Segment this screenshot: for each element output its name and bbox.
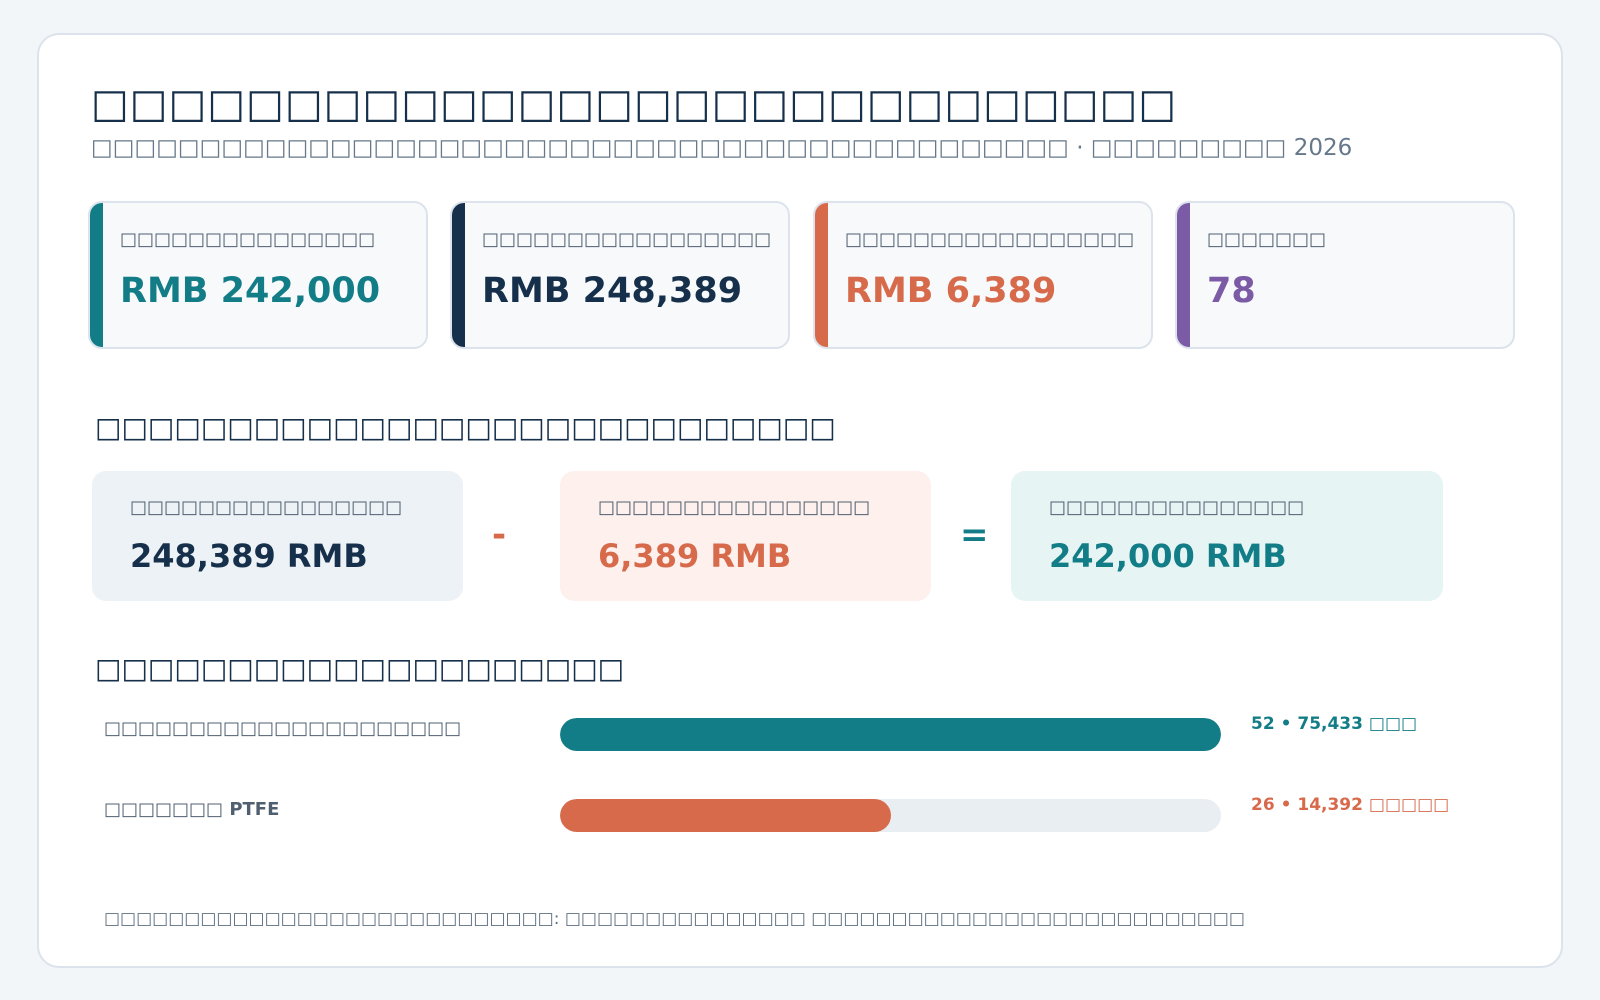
- distribution-progress-track: [560, 799, 1221, 832]
- equation-box-value: 6,389 RMB: [598, 537, 792, 575]
- distribution-progress-fill: [560, 799, 891, 832]
- equation-box-value: 248,389 RMB: [130, 537, 368, 575]
- kpi-card-net-revenue: □□□□□□□□□□□□□□□ RMB 242,000: [88, 201, 428, 349]
- footnote: □□□□□□□□□□□□□□□□□□□□□□□□□□□□: □□□□□□□□□□…: [104, 909, 1245, 929]
- kpi-accent-bar: [1177, 203, 1190, 347]
- page-title: □□□□□□□□□□□□□□□□□□□□□□□□□□□□: [91, 81, 1178, 127]
- kpi-label: □□□□□□□□□□□□□□□□□: [845, 229, 1135, 250]
- kpi-accent-bar: [452, 203, 465, 347]
- kpi-value: RMB 248,389: [482, 271, 743, 311]
- kpi-value: RMB 242,000: [120, 271, 381, 311]
- kpi-value: RMB 6,389: [845, 271, 1057, 311]
- equation-box-value: 242,000 RMB: [1049, 537, 1287, 575]
- distribution-section-title: □□□□□□□□□□□□□□□□□□□□: [95, 652, 625, 685]
- distribution-progress-track: [560, 718, 1221, 751]
- distribution-progress-fill: [560, 718, 1221, 751]
- equation-box-label: □□□□□□□□□□□□□□□: [1049, 497, 1305, 518]
- kpi-label: □□□□□□□□□□□□□□□□□: [482, 229, 772, 250]
- kpi-accent-bar: [90, 203, 103, 347]
- minus-sign: -: [492, 515, 507, 555]
- equation-box-label: □□□□□□□□□□□□□□□□: [130, 497, 403, 518]
- kpi-label: □□□□□□□: [1207, 229, 1327, 250]
- report-card: □□□□□□□□□□□□□□□□□□□□□□□□□□□□ □□□□□□□□□□□…: [37, 33, 1563, 968]
- equation-section-title: □□□□□□□□□□□□□□□□□□□□□□□□□□□□: [95, 411, 836, 444]
- distribution-row-label: □□□□□□□ PTFE: [104, 799, 280, 820]
- distribution-row-label: □□□□□□□□□□□□□□□□□□□□□: [104, 718, 462, 739]
- page-subtitle: □□□□□□□□□□□□□□□□□□□□□□□□□□□□□□□□□□□□□□□□…: [91, 135, 1353, 161]
- equation-box-deduction: □□□□□□□□□□□□□□□□ 6,389 RMB: [560, 471, 931, 601]
- kpi-accent-bar: [815, 203, 828, 347]
- kpi-label: □□□□□□□□□□□□□□□: [120, 229, 376, 250]
- distribution-row-note: 26 • 14,392 □□□□□: [1251, 795, 1450, 815]
- kpi-value: 78: [1207, 271, 1256, 311]
- equation-box-gross: □□□□□□□□□□□□□□□□ 248,389 RMB: [92, 471, 463, 601]
- kpi-card-count: □□□□□□□ 78: [1175, 201, 1515, 349]
- kpi-card-gross-revenue: □□□□□□□□□□□□□□□□□ RMB 248,389: [450, 201, 790, 349]
- kpi-card-deduction: □□□□□□□□□□□□□□□□□ RMB 6,389: [813, 201, 1153, 349]
- equals-sign: =: [960, 515, 989, 555]
- equation-box-label: □□□□□□□□□□□□□□□□: [598, 497, 871, 518]
- distribution-row-note: 52 • 75,433 □□□: [1251, 714, 1418, 734]
- equation-box-net: □□□□□□□□□□□□□□□ 242,000 RMB: [1011, 471, 1443, 601]
